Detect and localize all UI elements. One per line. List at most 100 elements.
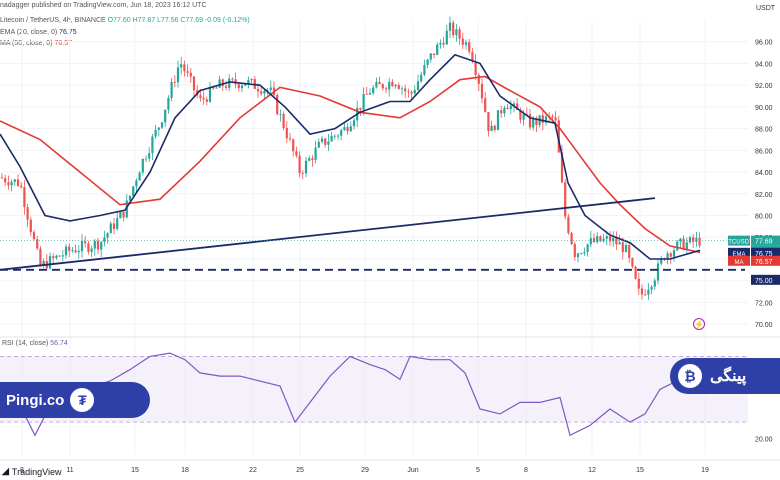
candle-body <box>509 105 512 110</box>
candle-body <box>317 141 320 148</box>
candle-body <box>487 111 490 132</box>
candle-body <box>522 114 525 120</box>
candle-body <box>183 64 186 72</box>
candle-body <box>180 64 183 68</box>
candle-body <box>266 89 269 91</box>
candle-body <box>666 253 669 260</box>
candle-body <box>567 216 570 234</box>
candle-body <box>260 91 263 94</box>
candle-body <box>634 266 637 279</box>
candle-body <box>247 79 250 85</box>
candle-body <box>276 94 279 115</box>
candle-body <box>218 79 221 88</box>
candle-body <box>93 240 96 249</box>
candle-body <box>653 280 656 287</box>
candle-body <box>669 253 672 257</box>
candle-body <box>560 152 564 183</box>
candle-body <box>612 237 615 242</box>
rsi-legend-value: 56.74 <box>50 340 68 347</box>
candle-body <box>320 138 324 142</box>
candle-body <box>282 114 285 128</box>
price-tick-label: 94.00 <box>755 61 773 68</box>
candle-body <box>52 256 55 259</box>
ohlc-values: O77.60 H77.87 L77.56 C77.69 -0.09 (-0.12… <box>107 17 250 24</box>
candle-body <box>314 147 317 160</box>
candle-body <box>628 245 631 259</box>
time-tick-label: 25 <box>296 467 304 474</box>
candle-body <box>263 90 266 94</box>
candle-body <box>269 87 272 90</box>
candle-body <box>493 125 496 130</box>
candle-body <box>199 95 202 98</box>
candle-body <box>292 139 295 152</box>
candle-body <box>564 182 567 217</box>
candle-body <box>340 130 343 136</box>
candle-body <box>301 173 304 174</box>
candle-body <box>352 120 356 127</box>
candle-body <box>250 78 253 80</box>
candle-body <box>7 182 10 186</box>
axis-badge-label-bg <box>728 235 750 246</box>
axis-badge-value-bg <box>751 247 780 258</box>
candle-body <box>13 179 16 182</box>
candle-body <box>61 255 64 257</box>
candle-body <box>436 44 439 55</box>
price-tick-label: 88.00 <box>755 127 773 134</box>
candle-body <box>365 93 368 95</box>
candle-body <box>461 38 464 45</box>
candle-body <box>112 223 116 229</box>
candle-body <box>650 286 653 290</box>
candle-body <box>455 29 458 36</box>
candle-body <box>458 29 461 39</box>
candle-body <box>205 99 208 102</box>
time-tick-label: 8 <box>20 467 24 474</box>
time-tick-label: 29 <box>361 467 369 474</box>
candle-body <box>157 127 160 130</box>
candle-body <box>10 181 13 186</box>
symbol-name: Litecoin / TetherUS, 4h, BINANCE <box>0 17 106 24</box>
watermark-right: ₿ پینگی <box>670 358 780 394</box>
candle-body <box>480 83 484 99</box>
candle-body <box>285 127 288 139</box>
candle-body <box>135 180 138 187</box>
candle-body <box>32 232 36 240</box>
candle-body <box>519 109 522 120</box>
candle-body <box>516 103 519 110</box>
candle-body <box>343 126 346 131</box>
axis-badge-label-bg <box>728 247 750 258</box>
candle-body <box>381 84 384 89</box>
candle-body <box>90 248 93 252</box>
candle-body <box>551 116 554 118</box>
time-tick-label: 18 <box>181 467 189 474</box>
candle-body <box>116 218 119 229</box>
candle-body <box>541 115 544 123</box>
candle-body <box>176 67 180 83</box>
candle-body <box>580 253 583 255</box>
candle-body <box>640 288 644 295</box>
candle-body <box>20 185 23 188</box>
candle-body <box>148 153 151 159</box>
candle-body <box>477 74 480 84</box>
candle-body <box>400 88 404 90</box>
candle-body <box>410 92 413 94</box>
candle-body <box>119 211 122 219</box>
candle-body <box>605 236 608 239</box>
candle-body <box>576 253 580 258</box>
candle-body <box>304 160 308 174</box>
candle-body <box>685 242 688 250</box>
tether-icon: ₮ <box>70 388 95 412</box>
event-marker-icon[interactable]: ⚡ <box>693 318 705 330</box>
watermark-left-text: Pingi.co <box>6 391 65 409</box>
time-axis: 8 11 15 18 22 25 29 Jun 5 8 12 15 19 <box>0 459 780 474</box>
candle-body <box>77 251 80 253</box>
candle-body <box>202 97 205 100</box>
candle-body <box>471 51 474 62</box>
candle-body <box>660 258 663 264</box>
time-tick-label: Jun <box>407 467 418 474</box>
time-tick-label: 22 <box>249 467 257 474</box>
price-tick-label: 72.00 <box>755 300 773 307</box>
candle-body <box>592 238 596 243</box>
axis-badge-label: EMA <box>732 252 745 258</box>
candle-body <box>132 186 135 196</box>
price-tick-label: 84.00 <box>755 170 773 177</box>
